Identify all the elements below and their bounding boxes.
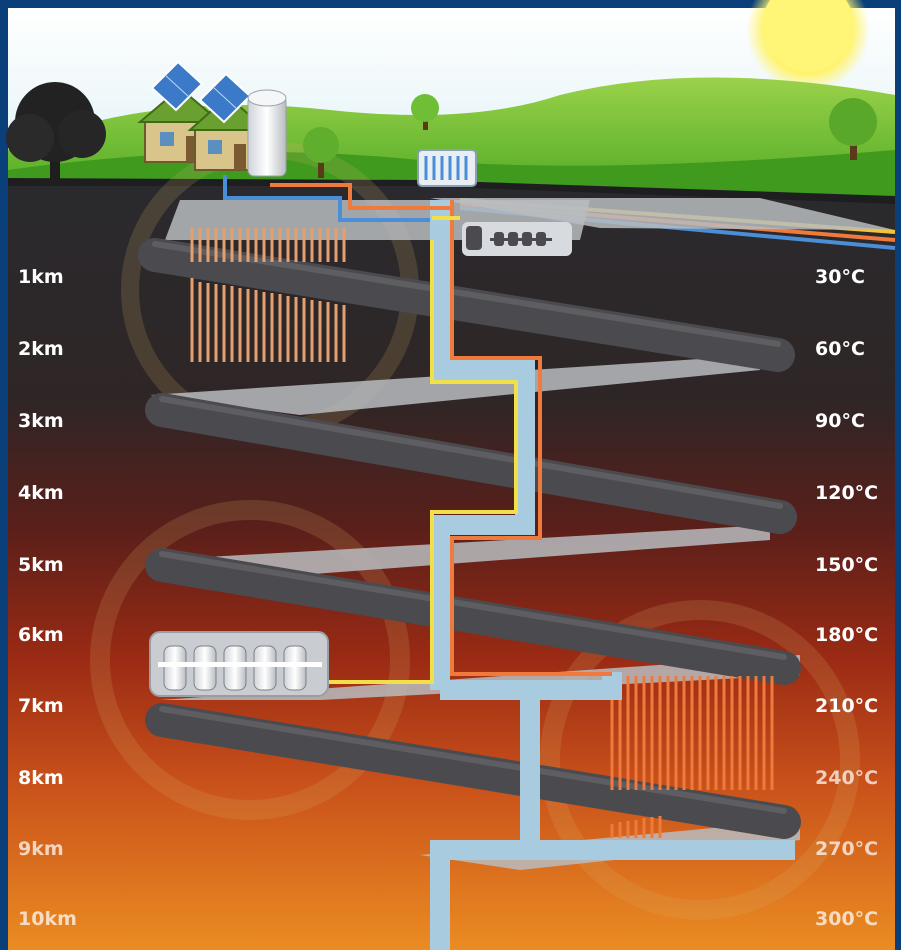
temperature-label: 210°C [815, 695, 878, 717]
tunnel-highlights [152, 241, 787, 814]
tree-icon [829, 98, 877, 160]
temperature-label: 270°C [815, 838, 878, 860]
temperature-scale: 30°C 60°C 90°C 120°C 150°C 180°C 210°C 2… [815, 266, 878, 930]
cooling-unit-icon [417, 149, 477, 187]
temperature-label: 180°C [815, 624, 878, 646]
depth-label: 7km [18, 695, 64, 717]
solar-panel-icon [150, 60, 204, 112]
tunnel-4 [145, 703, 801, 839]
tree-icon [411, 94, 439, 130]
depth-label: 6km [18, 624, 64, 646]
temperature-label: 300°C [815, 908, 878, 930]
heat-exchanger-icon [190, 228, 346, 362]
temperature-label: 60°C [815, 338, 865, 360]
storage-tank-icon [247, 89, 287, 177]
tunnel-2 [145, 393, 797, 534]
depth-label: 8km [18, 767, 64, 789]
depth-scale: 1km 2km 3km 4km 5km 6km 7km 8km 9km 10km [18, 266, 77, 930]
depth-label: 4km [18, 482, 64, 504]
depth-label: 2km [18, 338, 64, 360]
heat-exchanger-icon [610, 676, 774, 838]
machinery-icon [149, 631, 329, 697]
tree-icon [303, 127, 339, 178]
temperature-label: 120°C [815, 482, 878, 504]
temperature-label: 30°C [815, 266, 865, 288]
machinery-icon [462, 222, 572, 256]
tunnel-3 [145, 548, 801, 685]
hot-pipe [270, 183, 612, 676]
temperature-label: 90°C [815, 410, 865, 432]
depth-label: 10km [18, 908, 77, 930]
cold-shaft [430, 200, 795, 950]
soil-seam [8, 178, 895, 204]
distribution-pipe [223, 175, 430, 222]
tunnel-1 [138, 238, 795, 372]
depth-label: 5km [18, 554, 64, 576]
depth-label: 9km [18, 838, 64, 860]
tunnels [138, 238, 801, 839]
depth-label: 3km [18, 410, 64, 432]
temperature-label: 240°C [815, 767, 878, 789]
tree-icon [6, 82, 106, 182]
return-pipe [320, 216, 518, 684]
depth-label: 1km [18, 266, 64, 288]
temperature-label: 150°C [815, 554, 878, 576]
sun-icon [746, 0, 870, 92]
